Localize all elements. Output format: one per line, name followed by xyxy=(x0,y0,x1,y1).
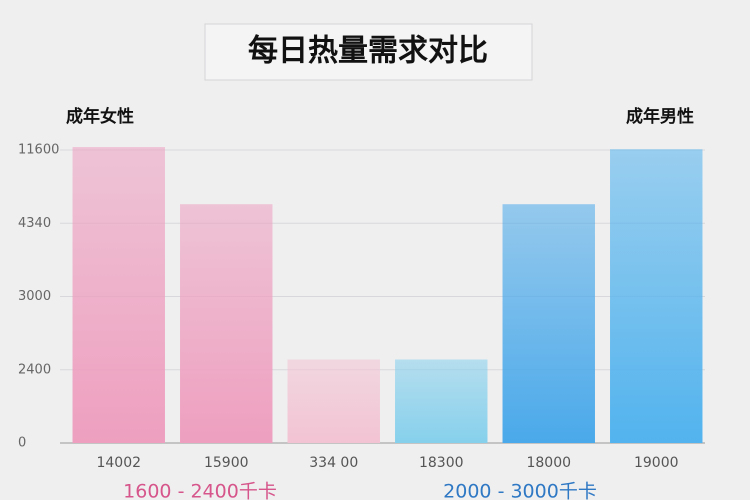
x-tick-label: 19000 xyxy=(634,455,679,471)
x-tick-label: 334 00 xyxy=(309,455,358,471)
y-tick-label: 11600 xyxy=(18,143,59,158)
y-tick-label: 4340 xyxy=(18,216,51,231)
title-box xyxy=(204,23,533,81)
group-label: 成年男性 xyxy=(626,106,694,127)
bar xyxy=(610,149,703,443)
y-tick-label: 0 xyxy=(18,436,26,451)
y-tick-label: 3000 xyxy=(18,289,51,304)
x-tick-label: 14002 xyxy=(96,455,141,471)
bar xyxy=(502,204,595,443)
bar xyxy=(287,359,380,443)
range-label: 2000 - 3000千卡 xyxy=(443,481,597,500)
range-label: 1600 - 2400千卡 xyxy=(123,481,277,500)
chart-title: 每日热量需求对比 xyxy=(248,34,488,69)
bar xyxy=(395,359,488,443)
bar xyxy=(72,147,165,443)
x-tick-label: 18300 xyxy=(419,455,464,471)
bar xyxy=(180,204,273,443)
x-tick-label: 18000 xyxy=(526,455,571,471)
x-tick-label: 15900 xyxy=(204,455,249,471)
group-label: 成年女性 xyxy=(66,106,134,127)
y-tick-label: 2400 xyxy=(18,362,51,377)
